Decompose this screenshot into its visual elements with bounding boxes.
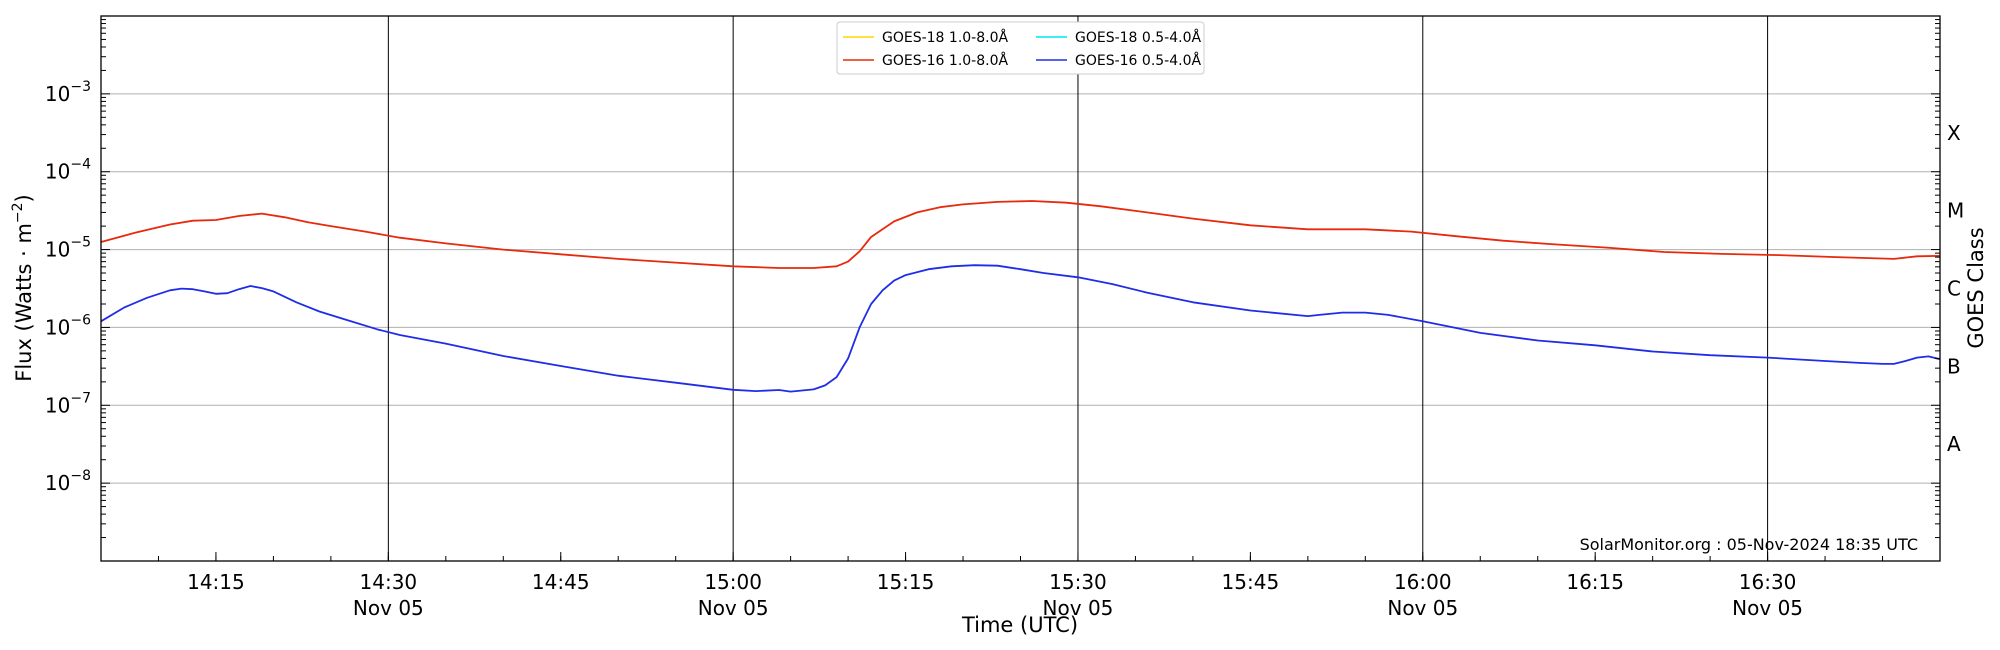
goes-class-label: C [1947,277,1961,301]
x-tick-label: 15:45 [1222,570,1280,594]
right-axis-title: GOES Class [1964,227,1988,348]
x-tick-label: 15:15 [877,570,935,594]
y-tick-label: 10−7 [45,390,91,417]
x-tick-label: 14:15 [187,570,245,594]
x-tick-label: 16:00 [1394,570,1452,594]
legend-label-goes16-long: GOES-16 1.0-8.0Å [882,52,1008,69]
legend-label-goes16-short: GOES-16 0.5-4.0Å [1075,52,1201,69]
y-axis-title: Flux (Watts · m−2) [10,194,36,382]
series-lines [100,200,1941,393]
goes-class-label: B [1947,354,1961,378]
x-tick-date-label: Nov 05 [1043,596,1114,620]
legend: GOES-18 1.0-8.0Å GOES-16 1.0-8.0Å GOES-1… [836,21,1205,75]
x-tick-date-label: Nov 05 [1732,596,1803,620]
y-tick-label: 10−8 [45,468,91,495]
credit-text: SolarMonitor.org : 05-Nov-2024 18:35 UTC [1580,535,1918,554]
y-tick-label: 10−3 [45,79,91,106]
x-tick-date-label: Nov 05 [353,596,424,620]
axis-ticks [100,19,1941,562]
plot-area [100,15,1941,562]
series-line-goes-16-1-0-8-0- [100,200,1941,269]
x-tick-date-label: Nov 05 [1387,596,1458,620]
x-tick-label: 16:30 [1739,570,1797,594]
x-tick-label: 15:30 [1049,570,1107,594]
goes-class-label: X [1947,121,1961,145]
x-tick-label: 14:30 [360,570,418,594]
x-tick-label: 15:00 [704,570,762,594]
x-axis-title: Time (UTC) [961,613,1078,637]
y-tick-label: 10−6 [45,312,91,339]
x-tick-label: 14:45 [532,570,590,594]
goes-class-label: M [1947,199,1964,223]
series-line-goes-16-0-5-4-0- [100,264,1941,393]
x-tick-label: 16:15 [1566,570,1624,594]
legend-label-goes18-short: GOES-18 0.5-4.0Å [1075,29,1201,46]
y-tick-label: 10−5 [45,235,91,262]
y-tick-label: 10−4 [45,157,91,184]
legend-box [836,21,1205,75]
grid-lines [101,16,1940,561]
legend-label-goes18-long: GOES-18 1.0-8.0Å [882,29,1008,46]
goes-class-label: A [1947,432,1961,456]
x-tick-date-label: Nov 05 [698,596,769,620]
